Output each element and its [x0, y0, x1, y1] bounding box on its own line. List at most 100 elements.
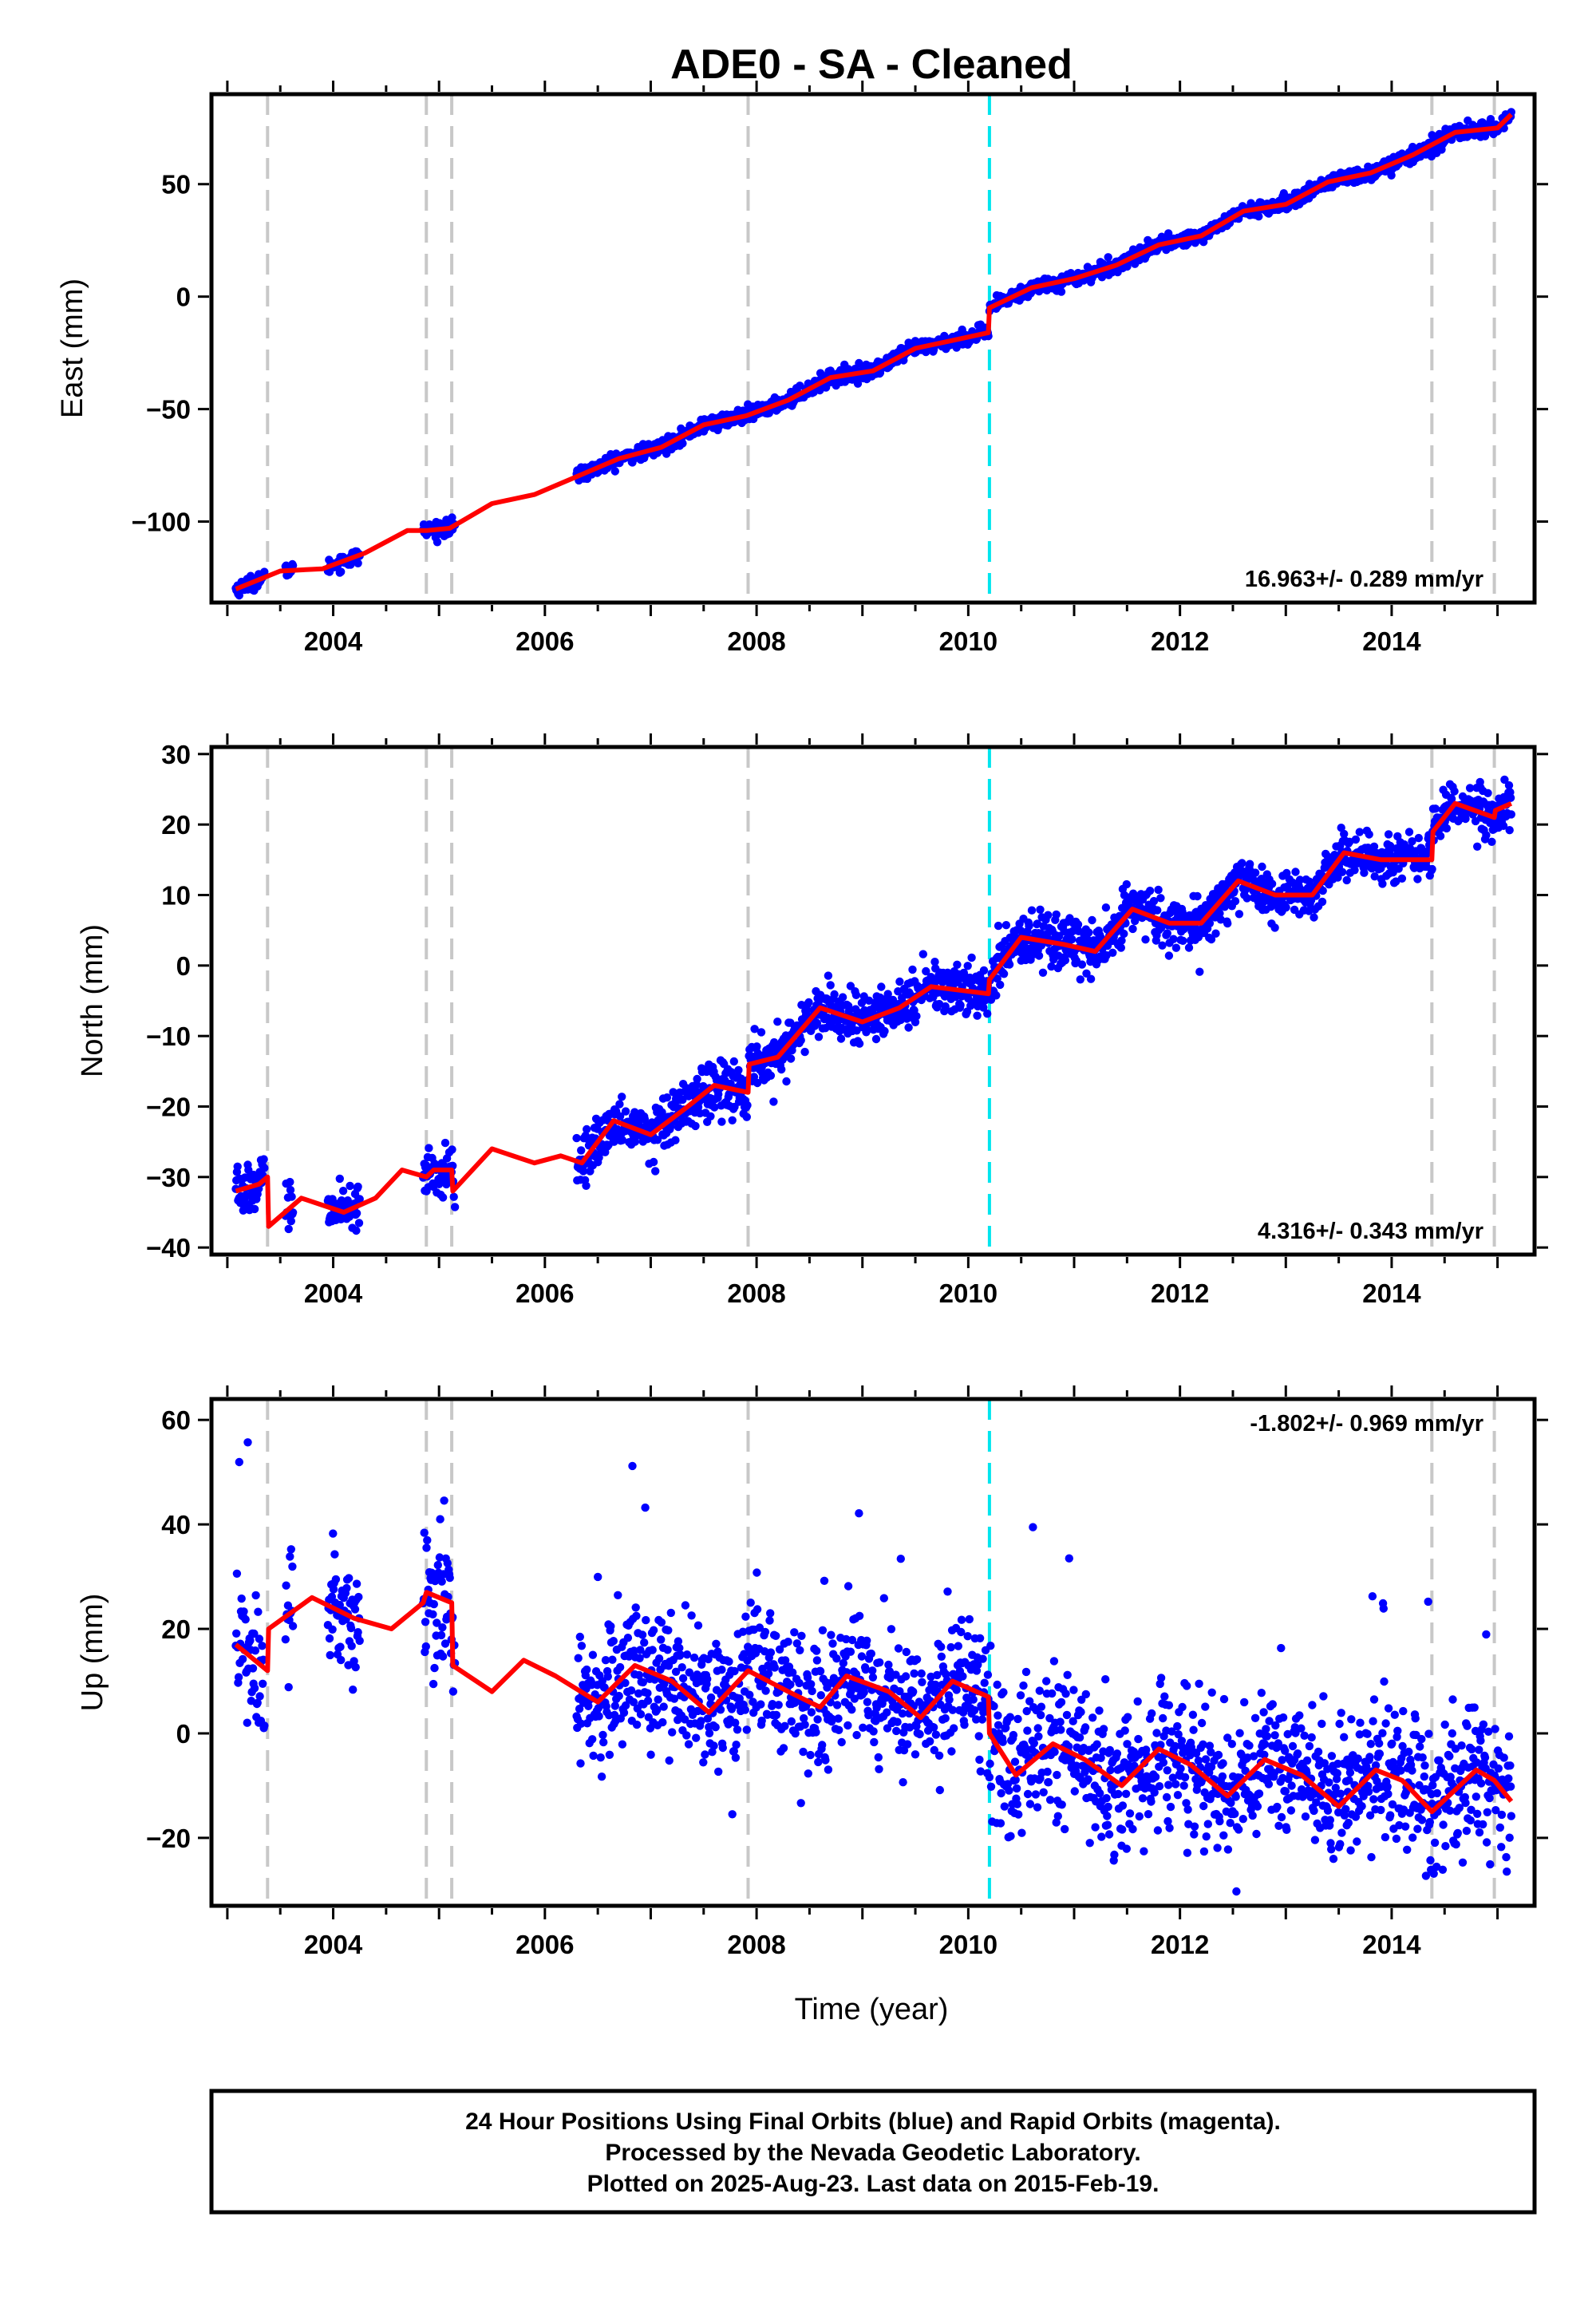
east-point-6: [235, 591, 243, 600]
north-point-1247: [1169, 935, 1178, 943]
north-point-1737: [1442, 824, 1452, 833]
up-point-230: [601, 1656, 610, 1665]
up-point-1038: [1053, 1770, 1061, 1780]
up-point-781: [909, 1687, 918, 1696]
north-point-1449: [1282, 903, 1290, 912]
north-y-tick-label-5: 10: [161, 881, 191, 911]
up-point-986: [1023, 1789, 1033, 1799]
up-point-56: [284, 1682, 293, 1692]
x-axis-label: Time (year): [795, 1993, 949, 2026]
north-y-tick-label-2: −20: [146, 1093, 191, 1122]
up-point-985: [1023, 1726, 1032, 1735]
up-point-293: [636, 1709, 646, 1719]
north-point-1006: [1034, 951, 1044, 960]
north-x-ticks: 2004 2006 2008 2010 2012 2014: [226, 733, 1499, 1308]
north-point-1344: [1223, 919, 1232, 928]
up-point-967: [1013, 1800, 1022, 1808]
north-point-266: [621, 1107, 630, 1116]
up-point-155: [438, 1623, 447, 1632]
up-point-372: [681, 1715, 689, 1724]
up-point-656: [839, 1658, 848, 1668]
up-point-849: [946, 1642, 955, 1652]
up-point-906: [978, 1654, 987, 1663]
east-x-tick-label-2: 2008: [727, 626, 785, 656]
up-point-737: [884, 1660, 893, 1670]
north-x-tick-label-5: 2014: [1362, 1279, 1421, 1308]
up-point-955: [1006, 1832, 1015, 1840]
up-point-647: [834, 1714, 843, 1723]
north-point-866: [956, 1001, 965, 1010]
up-point-1068: [1069, 1686, 1078, 1694]
north-point-1101: [1088, 915, 1096, 925]
up-point-918: [986, 1759, 994, 1769]
north-point-1808: [1482, 831, 1491, 840]
north-point-56: [284, 1224, 293, 1234]
north-point-685: [855, 1039, 864, 1048]
north-point-1405: [1257, 875, 1266, 883]
north-point-351: [669, 1088, 678, 1097]
north-panel: 2004 2006 2008 2010 2012 2014−40−30−20−100102…: [76, 733, 1548, 1308]
up-point-969: [1014, 1810, 1023, 1819]
north-point-394: [693, 1074, 701, 1084]
up-point-1: [232, 1629, 241, 1638]
up-point-561: [786, 1680, 795, 1689]
north-point-1474: [1295, 875, 1305, 884]
up-point-1156: [1118, 1801, 1128, 1810]
up-point-419: [706, 1693, 716, 1702]
north-point-1236: [1163, 929, 1172, 938]
up-point-1073: [1072, 1761, 1081, 1770]
north-point-1126: [1101, 903, 1111, 912]
north-frame: [209, 745, 1537, 1257]
up-point-515: [760, 1647, 769, 1656]
up-point-72: [328, 1625, 337, 1634]
up-point-127: [422, 1543, 431, 1552]
up-point-608: [812, 1646, 821, 1655]
up-point-751: [892, 1726, 901, 1736]
up-point-50: [260, 1721, 269, 1730]
up-point-1097: [1085, 1839, 1094, 1848]
north-point-120: [355, 1195, 364, 1203]
up-point-1081: [1077, 1708, 1085, 1717]
up-point-276: [626, 1686, 636, 1695]
up-point-1222: [1155, 1782, 1164, 1791]
up-point-58: [286, 1552, 294, 1561]
north-point-1581: [1355, 828, 1365, 836]
north-point-497: [750, 1025, 759, 1034]
north-point-61: [287, 1192, 296, 1201]
up-point-1060: [1065, 1554, 1074, 1563]
up-point-665: [843, 1582, 853, 1591]
up-point-763: [899, 1778, 907, 1787]
north-point-63: [288, 1208, 298, 1217]
up-point-899: [974, 1732, 983, 1741]
north-point-1711: [1428, 864, 1436, 874]
north-point-804: [922, 966, 930, 976]
up-point-1067: [1069, 1717, 1077, 1725]
north-point-1646: [1392, 877, 1400, 886]
up-point-1219: [1153, 1826, 1163, 1835]
east-point-578: [796, 381, 804, 390]
east-point-172: [448, 513, 456, 522]
up-point-68: [326, 1650, 334, 1660]
up-point-664: [843, 1721, 852, 1730]
up-points: [231, 1438, 1516, 1896]
up-point-416: [705, 1729, 714, 1737]
north-x-tick-label-0: 2004: [304, 1279, 363, 1308]
up-point-1155: [1118, 1825, 1127, 1834]
up-point-706: [867, 1649, 876, 1658]
north-point-160: [440, 1138, 450, 1148]
up-point-607: [812, 1728, 820, 1737]
up-point-38: [253, 1698, 262, 1707]
up-point-1054: [1061, 1690, 1070, 1698]
up-point-1183: [1133, 1697, 1142, 1706]
up-point-196: [583, 1665, 591, 1674]
up-point-373: [681, 1601, 690, 1610]
north-point-1252: [1171, 943, 1181, 952]
north-point-117: [354, 1182, 362, 1192]
up-point-39: [254, 1607, 263, 1616]
north-point-1174: [1128, 924, 1137, 934]
up-point-62: [288, 1562, 297, 1571]
north-point-1379: [1242, 894, 1251, 903]
north-point-131: [425, 1144, 433, 1152]
up-point-742: [887, 1625, 896, 1634]
north-point-172: [448, 1145, 456, 1154]
